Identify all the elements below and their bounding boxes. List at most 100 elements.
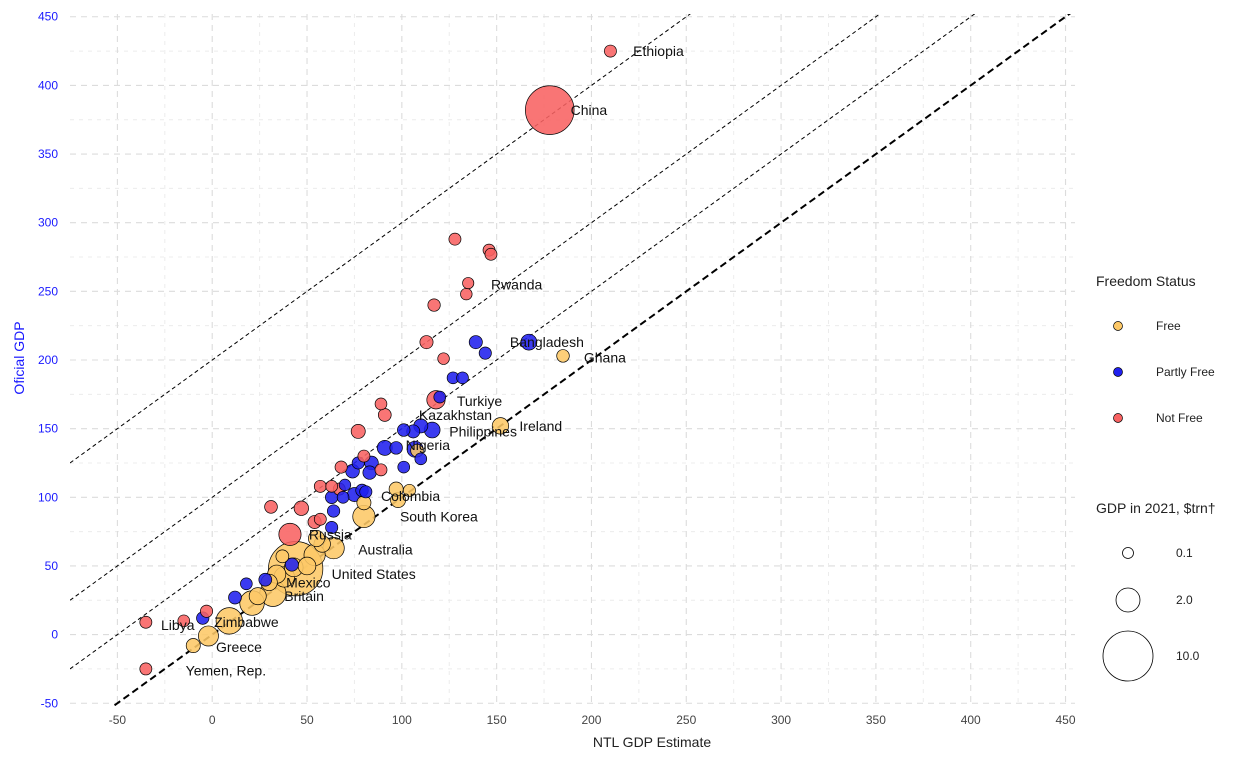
data-point bbox=[604, 44, 617, 58]
point-label: Ireland bbox=[519, 418, 562, 434]
reference-line bbox=[111, 14, 1072, 706]
point-label: Yemen, Rep. bbox=[186, 662, 266, 678]
legend-color-items: Free Partly Free Not Free bbox=[1113, 319, 1215, 425]
legend-size-label: 0.1 bbox=[1176, 546, 1193, 560]
data-point bbox=[275, 549, 290, 564]
data-point bbox=[325, 521, 339, 534]
data-point bbox=[308, 530, 325, 547]
y-tick-label: 100 bbox=[38, 490, 58, 504]
data-point bbox=[327, 504, 341, 518]
x-tick-label: 200 bbox=[581, 713, 601, 727]
x-tick-label: 300 bbox=[771, 713, 791, 727]
legend-color-swatch bbox=[1113, 413, 1123, 423]
legend-color-label: Free bbox=[1156, 319, 1181, 333]
x-tick-label: 250 bbox=[676, 713, 696, 727]
data-point bbox=[338, 478, 352, 492]
point-label: Colombia bbox=[381, 488, 440, 504]
data-point bbox=[198, 625, 219, 647]
data-point bbox=[200, 604, 214, 618]
data-point bbox=[374, 463, 388, 477]
x-tick-label: 450 bbox=[1056, 713, 1076, 727]
point-label: Britain bbox=[284, 588, 324, 604]
point-label: United States bbox=[332, 566, 416, 582]
data-point bbox=[258, 572, 273, 587]
y-tick-label: 200 bbox=[38, 353, 58, 367]
y-axis-ticks: -50 0 50 100 150 200 250 300 350 400 450 bbox=[38, 10, 58, 711]
legend-color-label: Not Free bbox=[1156, 411, 1203, 425]
x-tick-label: -50 bbox=[109, 713, 127, 727]
point-label: Australia bbox=[358, 541, 413, 557]
data-point bbox=[248, 587, 267, 606]
data-point bbox=[520, 333, 538, 351]
point-label: Nigeria bbox=[406, 437, 451, 453]
data-point bbox=[293, 500, 309, 516]
data-point bbox=[456, 371, 469, 385]
data-point bbox=[402, 483, 416, 497]
y-tick-label: 300 bbox=[38, 216, 58, 230]
data-point bbox=[397, 460, 411, 474]
data-point bbox=[297, 556, 317, 576]
point-label: Turkiye bbox=[457, 393, 503, 409]
data-point bbox=[433, 390, 447, 404]
legend-color-title: Freedom Status bbox=[1096, 273, 1196, 289]
data-point bbox=[185, 638, 201, 653]
data-point bbox=[350, 423, 366, 439]
x-tick-label: 350 bbox=[866, 713, 886, 727]
data-point bbox=[484, 247, 498, 261]
data-points bbox=[139, 44, 617, 676]
data-point bbox=[468, 335, 483, 350]
reference-lines bbox=[70, 14, 1072, 706]
x-axis-ticks: -50 0 50 100 150 200 250 300 350 400 450 bbox=[109, 713, 1076, 727]
data-point bbox=[419, 335, 434, 350]
reference-line bbox=[70, 14, 881, 601]
data-point bbox=[284, 557, 299, 572]
y-tick-label: 150 bbox=[38, 422, 58, 436]
point-label: Libya bbox=[161, 617, 195, 633]
data-point bbox=[397, 423, 411, 437]
y-axis-title: Oficial GDP bbox=[11, 321, 27, 394]
y-tick-label: 350 bbox=[38, 147, 58, 161]
legend-color-swatch bbox=[1113, 367, 1123, 377]
y-tick-label: 450 bbox=[38, 10, 58, 24]
data-point bbox=[525, 85, 575, 135]
y-tick-label: -50 bbox=[41, 696, 59, 710]
point-label: Mexico bbox=[286, 574, 331, 590]
data-point bbox=[264, 500, 278, 514]
legend-size-label: 10.0 bbox=[1176, 649, 1200, 663]
data-point bbox=[334, 460, 348, 474]
data-point bbox=[313, 512, 327, 526]
data-point bbox=[359, 485, 373, 499]
data-point bbox=[462, 277, 475, 290]
point-label: Zimbabwe bbox=[214, 614, 279, 630]
x-tick-label: 400 bbox=[961, 713, 981, 727]
point-label: Greece bbox=[216, 639, 262, 655]
data-point bbox=[374, 397, 388, 411]
reference-line bbox=[70, 14, 976, 670]
point-label: Rwanda bbox=[491, 276, 543, 292]
legend-size-title: GDP in 2021, $trn† bbox=[1096, 500, 1216, 516]
data-point bbox=[215, 607, 243, 635]
y-tick-label: 250 bbox=[38, 284, 58, 298]
x-tick-label: 0 bbox=[209, 713, 216, 727]
point-label: Russia bbox=[309, 526, 352, 542]
data-point bbox=[460, 287, 473, 301]
point-label: South Korea bbox=[400, 509, 478, 525]
data-point bbox=[556, 349, 570, 363]
data-point bbox=[427, 298, 441, 312]
data-point bbox=[336, 491, 350, 504]
data-point bbox=[414, 452, 428, 466]
data-point bbox=[313, 479, 327, 493]
legend-size-swatch bbox=[1102, 630, 1154, 682]
data-point bbox=[139, 615, 153, 629]
data-point bbox=[362, 465, 377, 480]
point-label: Ghana bbox=[584, 349, 626, 365]
data-point bbox=[389, 441, 403, 455]
y-tick-label: 0 bbox=[51, 628, 58, 642]
y-tick-label: 400 bbox=[38, 78, 58, 92]
x-tick-label: 100 bbox=[392, 713, 412, 727]
legend-size-swatch bbox=[1122, 547, 1134, 559]
legend-color-label: Partly Free bbox=[1156, 365, 1215, 379]
data-point bbox=[478, 346, 492, 360]
reference-line bbox=[70, 14, 691, 464]
